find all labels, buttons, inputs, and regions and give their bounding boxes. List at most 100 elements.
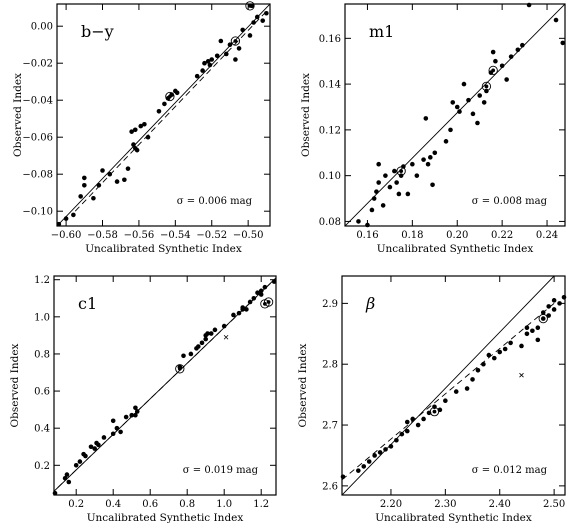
data-point (122, 177, 127, 183)
data-point (174, 90, 180, 96)
data-point (551, 298, 557, 303)
data-point (264, 10, 269, 16)
y-tick-label: 0.16 (319, 34, 341, 45)
x-tick-label: 2.20 (380, 499, 402, 510)
data-point (453, 389, 459, 394)
x-tick-label: −0.50 (233, 230, 264, 241)
data-point (477, 93, 482, 98)
one-to-one-line (342, 276, 555, 495)
data-point (134, 409, 140, 414)
data-point (466, 97, 471, 103)
data-point (129, 412, 134, 418)
data-point (247, 299, 253, 305)
data-point (145, 134, 151, 140)
y-axis-title: Observed Index (9, 343, 21, 427)
plot-frame (344, 3, 566, 227)
data-point (205, 59, 211, 64)
fit-dashed-line (342, 303, 555, 481)
x-tick-label: 0.22 (491, 230, 513, 241)
circled-point-ring (245, 1, 255, 11)
x-tick-label: −0.60 (51, 230, 82, 241)
data-point (214, 53, 220, 59)
y-axis-title: Observed Index (300, 73, 312, 157)
data-point (421, 416, 426, 422)
data-point (96, 183, 102, 188)
data-point (497, 349, 503, 355)
data-point (73, 463, 79, 468)
data-point (540, 310, 546, 315)
data-point (114, 179, 120, 184)
data-point (138, 123, 144, 129)
y-tick-label: −0.10 (22, 207, 53, 218)
data-point (188, 351, 194, 357)
data-point (464, 386, 470, 391)
circled-point-ring (175, 364, 185, 374)
data-point (240, 305, 245, 310)
data-point (132, 127, 138, 133)
chart-panel: 0.16 0.18 0.20 0.22 0.24 0.08 0.10 0.12 0.14 0.16… (300, 2, 566, 255)
data-point (110, 418, 116, 424)
data-point (100, 168, 105, 173)
x-tick-label: 1.2 (253, 499, 269, 510)
data-point (450, 100, 456, 105)
data-point (530, 328, 535, 334)
y-tick-label: 2.6 (322, 481, 338, 492)
data-point (470, 111, 476, 117)
circled-point (484, 84, 489, 89)
data-point (134, 147, 140, 153)
data-point (62, 475, 68, 481)
data-point (448, 127, 453, 133)
data-point (260, 18, 266, 23)
data-point (199, 340, 205, 346)
x-tick-label: 2.40 (489, 499, 511, 510)
data-point (372, 453, 377, 458)
chart-panel: −0.60 −0.58 −0.56 −0.54 −0.52 −0.50 −0.10 −0.08… (12, 1, 271, 255)
x-axis-title: Uncalibrated Synthetic Index (375, 512, 532, 524)
y-axis-title: Observed Index (12, 73, 24, 157)
data-point (535, 325, 541, 331)
y-tick-label: 0.10 (319, 171, 341, 182)
circled-point-ring (429, 407, 440, 417)
fit-dashed-line (57, 283, 271, 488)
data-point (133, 412, 138, 418)
data-point (77, 459, 83, 464)
data-point (383, 447, 388, 452)
data-point (388, 444, 394, 449)
data-point (251, 295, 257, 301)
data-point (374, 189, 379, 194)
data-point (493, 58, 498, 64)
y-tick-label: 1.0 (34, 312, 50, 323)
data-point (224, 51, 229, 57)
data-point (114, 425, 120, 431)
data-point (387, 184, 393, 190)
y-tick-label: 0.08 (319, 217, 341, 228)
circled-point (491, 68, 496, 73)
data-point (546, 304, 551, 309)
data-point (247, 33, 253, 38)
data-point (486, 352, 492, 358)
data-point (401, 164, 406, 169)
x-axis-title: Uncalibrated Synthetic Index (377, 243, 534, 255)
x-tick-label: 2.50 (543, 499, 565, 510)
x-axis-title: Uncalibrated Synthetic Index (87, 512, 244, 524)
fit-dashed-line (74, 11, 267, 212)
data-point (504, 77, 509, 82)
data-point (196, 344, 201, 349)
data-point (405, 191, 411, 197)
data-point (101, 435, 107, 440)
data-point (524, 325, 530, 331)
y-tick-label: 2.7 (322, 421, 338, 432)
data-point (236, 310, 242, 316)
data-point (461, 81, 467, 87)
data-point (244, 307, 249, 312)
x-tick-label: −0.58 (87, 230, 118, 241)
data-point (231, 312, 236, 318)
data-point (377, 450, 383, 455)
data-point (255, 290, 260, 296)
data-point (481, 361, 486, 367)
data-point (83, 453, 88, 459)
data-point (414, 173, 420, 178)
x-tick-label: 0.20 (446, 230, 468, 241)
y-tick-label: −0.04 (22, 96, 53, 107)
